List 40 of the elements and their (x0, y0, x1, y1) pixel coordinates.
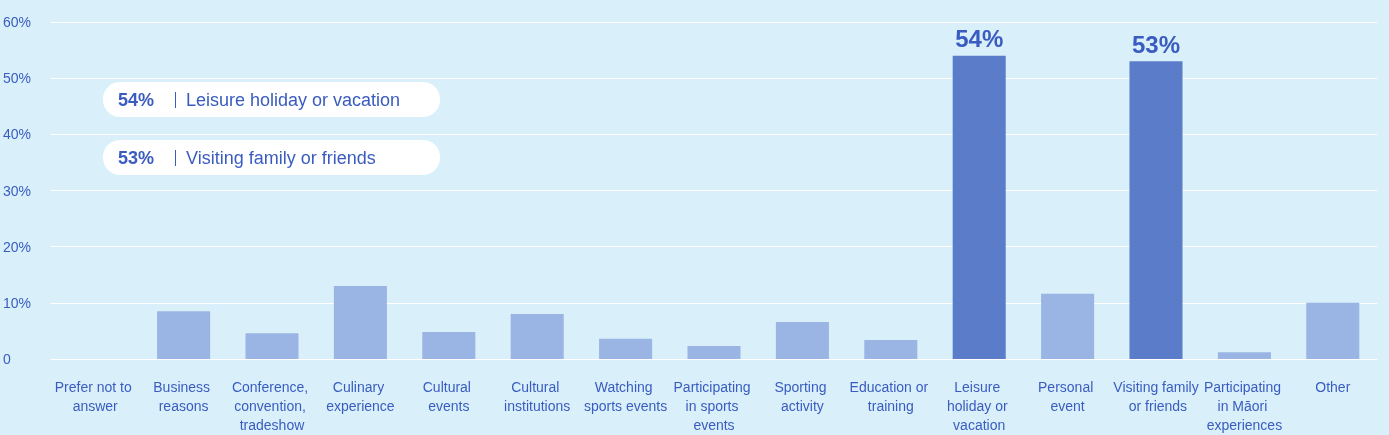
y-tick-label: 60% (3, 14, 32, 30)
data-label: 54% (955, 25, 1004, 53)
bar (1217, 352, 1271, 359)
bar (333, 285, 387, 359)
bar (422, 332, 476, 359)
bar (775, 321, 829, 359)
bar (952, 55, 1006, 359)
bar (510, 314, 564, 359)
x-tick-label: Cultural institutions (504, 378, 571, 414)
text: 53% Visiting family or friends (118, 148, 376, 168)
y-tick-label: 0 (3, 351, 11, 367)
data-label: 53% (1131, 30, 1181, 58)
x-tick-label: Prefer not to answer (54, 378, 136, 414)
x-tick-label: Business reasons (153, 378, 214, 414)
x-tick-label: Leisure holiday or vacation (946, 378, 1012, 433)
x-tick-label: Education or training (849, 378, 933, 414)
bar (599, 338, 653, 359)
x-tick-label: Watching sports events (583, 378, 668, 414)
bar (1041, 293, 1095, 359)
x-tick-label: Other (1315, 378, 1351, 395)
bar (1306, 302, 1360, 359)
y-tick-label: 30% (3, 182, 32, 199)
x-tick-label: Culinary experience (326, 378, 395, 414)
y-tick-label: 50% (3, 70, 32, 87)
y-tick-label: 20% (3, 238, 32, 255)
x-tick-label: Personal event (1038, 378, 1098, 414)
x-tick-label: Cultural events (422, 378, 475, 414)
y-tick-label: 10% (3, 294, 32, 311)
bar (245, 333, 299, 359)
x-tick-label: Conference, convention, tradeshow (231, 378, 313, 433)
x-tick-label: Participating in sports events (673, 378, 755, 433)
x-tick-label: Participating in Māori experiences (1203, 378, 1285, 433)
x-tick-label: Sporting activity (774, 378, 831, 414)
bar (864, 339, 918, 359)
text: 54% Leisure holiday or vacation (118, 90, 401, 110)
bar (157, 311, 211, 359)
y-tick-label: 40% (3, 126, 32, 143)
bar (687, 346, 741, 359)
bar (1129, 61, 1183, 359)
x-tick-label: Visiting family or friends (1113, 378, 1199, 414)
